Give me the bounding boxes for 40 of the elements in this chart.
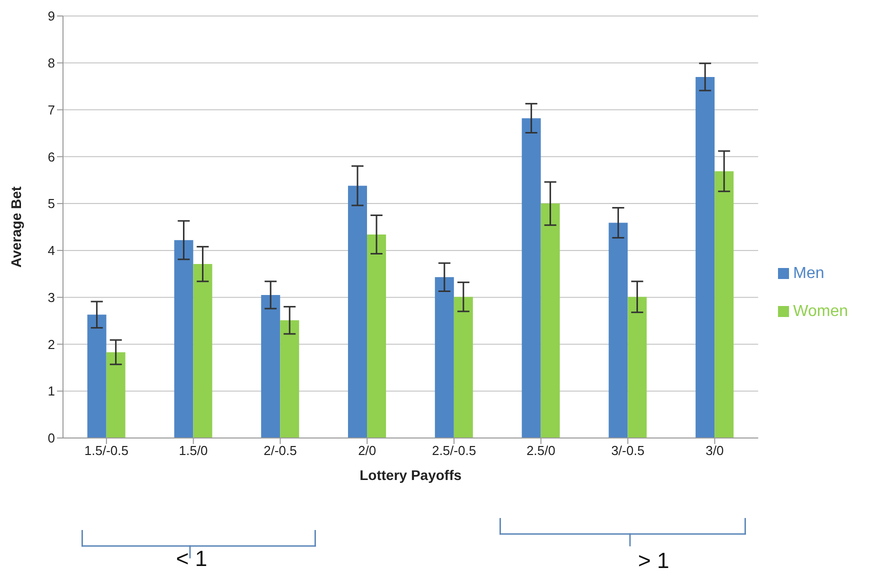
- y-tick-label: 6: [48, 149, 55, 164]
- y-tick-label: 4: [48, 243, 55, 258]
- bar: [348, 186, 368, 438]
- y-tick-label: 5: [48, 196, 55, 212]
- bar: [87, 314, 106, 438]
- y-axis-title: Average Bet: [8, 186, 24, 268]
- text: < 1: [176, 546, 208, 572]
- x-axis-title: Lottery Payoffs: [360, 467, 462, 483]
- y-tick-label: 0: [48, 430, 55, 446]
- x-tick-label: 3/-0.5: [611, 443, 644, 458]
- bar: [261, 294, 280, 438]
- y-tick-label: 8: [48, 56, 55, 71]
- bar: [174, 240, 194, 438]
- x-tick-label: 2.5/0: [526, 443, 556, 458]
- y-tick-label: 7: [48, 102, 55, 118]
- bar: [367, 234, 386, 438]
- bar: [280, 320, 300, 438]
- x-tick-label: 2.5/-0.5: [432, 443, 476, 458]
- bar: [540, 204, 560, 438]
- text: > 1: [638, 548, 670, 574]
- bar: [696, 76, 715, 438]
- y-tick-label: 9: [48, 8, 55, 24]
- bar: [522, 118, 541, 438]
- bar: [106, 352, 126, 438]
- bar: [714, 171, 734, 438]
- y-tick-label: 3: [48, 290, 55, 305]
- x-tick-label: 2/-0.5: [264, 443, 297, 458]
- y-tick-label: 1: [48, 384, 55, 399]
- x-tick-label: 2/0: [358, 443, 376, 458]
- x-tick-label: 3/0: [706, 443, 724, 458]
- legend-label: Women: [793, 303, 848, 320]
- x-tick-label: 1.5/-0.5: [84, 443, 128, 458]
- x-tick-label: 1.5/0: [178, 443, 208, 458]
- bar: [193, 264, 212, 438]
- bar: [454, 296, 473, 438]
- legend-label: Men: [793, 265, 824, 282]
- y-tick-label: 2: [48, 336, 55, 352]
- bar: [628, 296, 647, 438]
- bar: [434, 277, 454, 438]
- bar: [608, 222, 628, 438]
